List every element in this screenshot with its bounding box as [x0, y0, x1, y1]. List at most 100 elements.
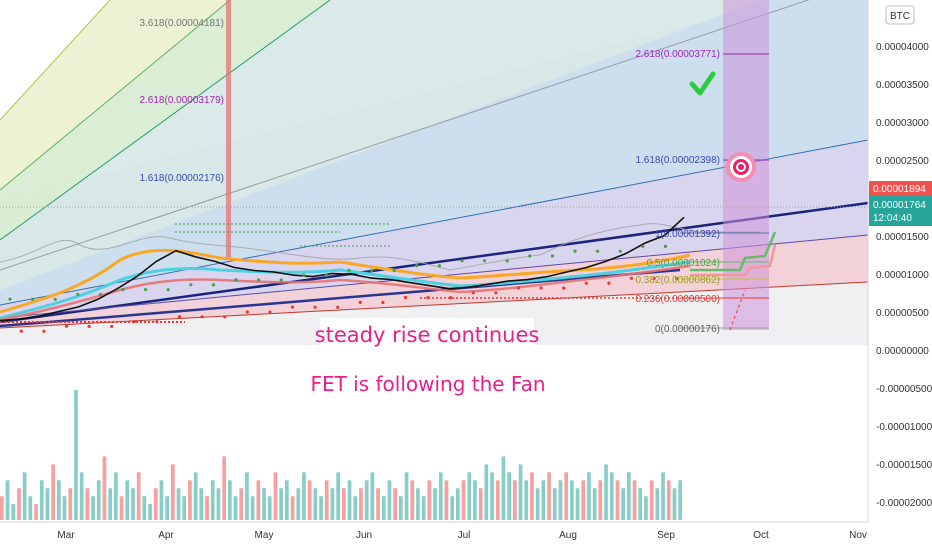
volume-bar — [0, 496, 4, 520]
month-tick-label: Aug — [559, 530, 577, 541]
count-marker — [200, 315, 204, 319]
volume-bar — [57, 480, 61, 520]
fib-label-left-mid: 2.618(0.00003179) — [139, 95, 224, 106]
volume-bar — [364, 480, 369, 520]
time-axis-ticks: Mar Apr May Jun Jul Aug Sep Oct Nov — [57, 530, 867, 541]
volume-bar — [461, 480, 466, 520]
count-marker — [64, 324, 69, 328]
annotation-line-2: FET is following the Fan — [310, 372, 545, 396]
volume-bar — [119, 496, 124, 520]
ma-green — [690, 231, 777, 272]
volume-bar — [564, 472, 568, 520]
volume-bar — [638, 488, 643, 520]
count-marker — [144, 288, 148, 292]
volume-bar — [96, 480, 101, 520]
price-tick-label: 0.00001500 — [876, 232, 929, 243]
price-tick-label: -0.00000500 — [876, 384, 932, 395]
volume-bar — [324, 480, 329, 520]
price-tick-label: 0.00000000 — [876, 346, 929, 357]
ma-grey — [0, 223, 760, 271]
volume-bar — [45, 488, 50, 520]
volume-bar — [313, 488, 318, 520]
time-axis[interactable] — [0, 522, 868, 550]
volume-bar — [552, 488, 557, 520]
annotation-box — [320, 318, 534, 352]
volume-bar — [438, 472, 443, 520]
month-tick-label: Jun — [356, 530, 372, 541]
count-marker — [584, 281, 588, 285]
count-marker — [245, 310, 249, 314]
checkmark-icon — [689, 71, 716, 96]
month-tick-label: Apr — [158, 530, 174, 541]
count-marker — [257, 278, 261, 282]
volume-bar — [592, 488, 597, 520]
volume-bar — [530, 472, 534, 520]
count-marker — [675, 276, 679, 281]
volume-bar — [558, 480, 563, 520]
volume-bar — [615, 480, 620, 520]
ma-red — [690, 244, 777, 277]
month-tick-label: May — [255, 530, 274, 541]
count-marker — [166, 288, 170, 292]
volume-bar — [570, 480, 574, 520]
volume-bar — [51, 464, 55, 520]
volume-bar — [216, 488, 221, 520]
volume-bar — [609, 472, 614, 520]
volume-bar — [381, 496, 386, 520]
volume-bar — [136, 472, 141, 520]
volume-bar — [296, 488, 301, 520]
month-tick-label: Oct — [753, 530, 769, 541]
fan-line-2 — [0, 0, 231, 191]
volume-bar — [621, 488, 625, 520]
count-marker — [347, 268, 351, 272]
volume-bar — [148, 504, 152, 520]
volume-bar — [513, 480, 517, 520]
currency-badge[interactable] — [885, 5, 915, 25]
volume-bar — [262, 488, 266, 520]
count-marker — [53, 297, 57, 301]
volume-bar — [627, 472, 631, 520]
count-marker — [426, 296, 430, 300]
volume-bar — [114, 472, 118, 520]
fib-label-right-d: 0.236(0.00000500) — [635, 294, 720, 305]
volume-bar — [347, 480, 352, 520]
count-marker — [76, 292, 80, 296]
count-marker — [290, 305, 295, 309]
volume-bar — [649, 480, 654, 520]
count-marker — [415, 264, 419, 268]
volume-bar — [404, 472, 409, 520]
projection-dash — [729, 289, 746, 331]
volume-bar — [644, 496, 648, 520]
volume-bar — [490, 472, 494, 520]
count-marker — [641, 244, 645, 248]
count-marker — [652, 276, 656, 280]
volume-bar — [416, 488, 420, 520]
count-marker — [155, 320, 159, 324]
volume-bar — [444, 480, 449, 520]
fib-label-right-c: 0.382(0.00000862) — [635, 275, 720, 286]
upper-price-tag-label: 0.00001894 — [873, 184, 926, 195]
volume-bar — [125, 480, 130, 520]
upper-price-tag — [869, 181, 932, 196]
price-tick-label: 0.00000500 — [876, 308, 929, 319]
count-marker — [607, 281, 611, 285]
volume-bar — [547, 472, 551, 520]
volume-bars — [0, 390, 682, 520]
volume-bar — [285, 480, 289, 520]
plot-area[interactable]: 3.618(0.00004181) 2.618(0.00003179) 1.61… — [0, 0, 868, 522]
fib-label-right-mid: 1.618(0.00002398) — [635, 155, 720, 166]
price-axis[interactable] — [868, 0, 932, 550]
count-marker — [381, 300, 385, 305]
volume-bar — [108, 488, 112, 520]
count-marker — [30, 297, 35, 301]
volume-bar — [507, 472, 511, 520]
count-marker — [279, 278, 283, 282]
volume-bar — [159, 480, 164, 520]
volume-bar — [672, 488, 677, 520]
volume-bar — [85, 488, 90, 520]
count-marker — [494, 291, 498, 295]
volume-bar — [210, 480, 215, 520]
ma-teal — [0, 260, 691, 320]
fib-label-left-top: 3.618(0.00004181) — [139, 18, 224, 29]
